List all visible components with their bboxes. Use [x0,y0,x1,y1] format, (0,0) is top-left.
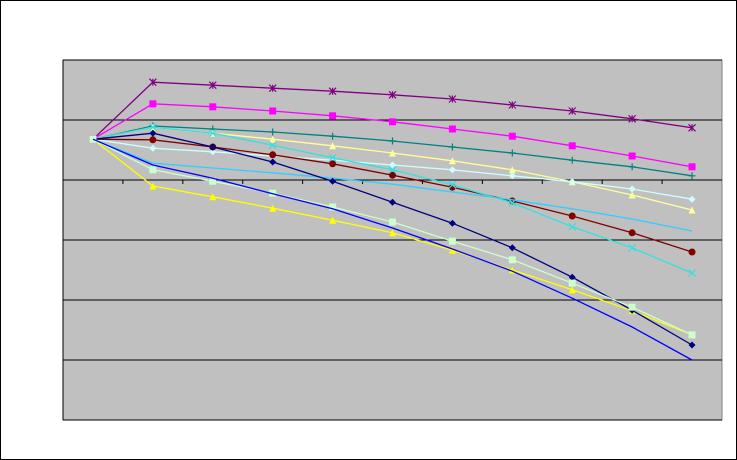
marker [508,198,517,207]
marker [148,123,157,132]
marker [508,101,517,109]
marker [448,143,456,151]
marker [329,203,337,211]
marker [149,136,157,144]
marker [508,172,516,180]
marker [208,129,217,138]
marker [329,160,337,168]
marker [389,161,396,169]
marker [269,204,277,212]
marker [508,256,516,264]
marker [329,142,337,150]
marker [688,331,696,339]
marker [568,156,576,164]
marker [568,273,576,281]
marker [209,103,217,111]
marker [628,163,636,171]
series-line [92,138,693,232]
marker [688,341,696,349]
marker [628,243,637,252]
marker [389,171,396,179]
marker [448,180,457,189]
marker [568,107,577,115]
marker [568,286,576,294]
marker [688,206,696,214]
marker [688,269,696,277]
marker [389,149,396,157]
marker [628,185,636,193]
marker [149,166,157,174]
marker [389,198,396,206]
marker [149,182,157,190]
marker [329,177,337,185]
marker [568,212,576,220]
marker [448,157,456,165]
marker [208,81,217,90]
marker [149,100,157,108]
marker [389,118,396,126]
marker [688,163,696,171]
marker [329,112,337,120]
marker [209,193,217,201]
marker [269,151,277,159]
marker [508,166,516,174]
marker [328,153,337,162]
marker [389,229,396,237]
marker [628,303,636,311]
marker [568,222,577,231]
marker [628,229,636,237]
marker [688,123,696,132]
marker [389,137,396,145]
marker [448,125,456,133]
marker [269,128,277,136]
series-line [92,138,693,361]
marker [269,158,277,166]
marker [388,165,397,174]
marker [448,246,456,254]
marker [329,132,337,140]
marker [268,141,277,150]
marker [149,144,157,152]
marker [448,219,456,227]
marker [508,132,516,140]
marker [688,172,696,180]
marker [688,248,696,256]
marker [209,143,217,151]
marker [448,95,457,103]
marker [268,84,277,93]
marker [148,78,157,87]
marker [688,195,696,203]
marker [328,87,337,96]
marker [269,107,277,115]
marker [568,178,576,186]
marker [329,216,337,224]
marker [508,244,516,252]
marker [448,166,456,174]
marker [389,218,396,226]
marker [269,135,277,143]
marker [209,177,217,185]
marker [508,149,516,157]
marker [628,114,637,123]
marker [388,90,397,99]
marker [209,148,217,156]
marker [149,129,157,137]
marker [568,279,576,287]
marker [628,152,636,160]
marker [568,142,576,150]
marker [628,191,636,199]
marker [448,237,456,245]
